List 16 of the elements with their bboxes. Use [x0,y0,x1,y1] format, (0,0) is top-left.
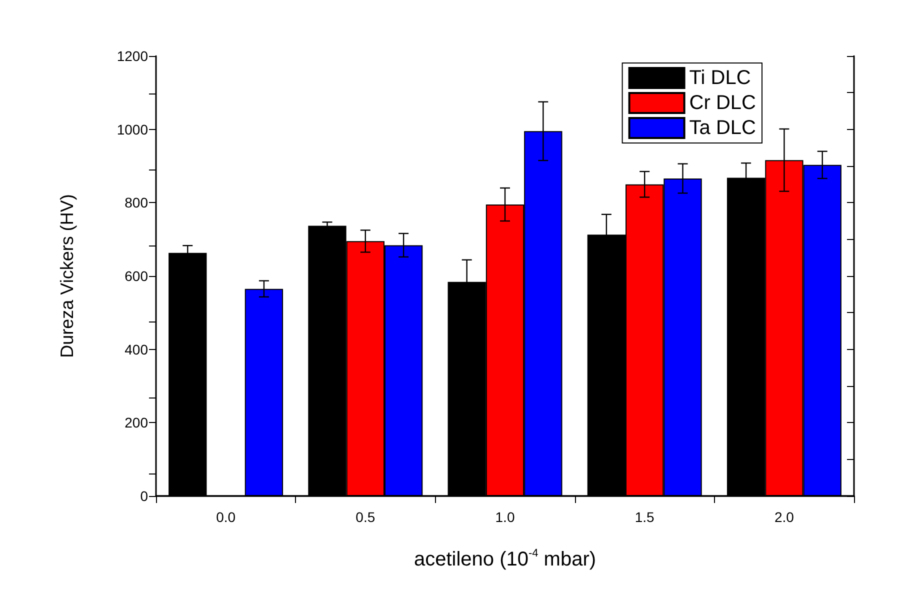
x-tick-label: 2.0 [774,509,794,525]
x-tick-label: 1.0 [495,509,515,525]
x-tick-label: 1.5 [634,509,655,525]
y-axis-title: Dureza Vickers (HV) [57,194,77,358]
y-tick-label: 200 [124,414,148,431]
y-tick-label: 1000 [116,121,148,138]
y-tick-label: 600 [124,268,148,284]
y-tick-label: 800 [124,194,148,211]
legend-label: Ti DLC [689,67,751,89]
y-tick-label: 400 [124,341,148,358]
legend-label: Ta DLC [689,117,756,139]
y-tick-label: 1200 [116,48,148,64]
x-tick-label: 0.0 [216,509,236,525]
x-tick-label: 0.5 [356,509,376,525]
legend-label: Cr DLC [689,92,756,114]
y-tick-label: 0 [140,488,148,504]
